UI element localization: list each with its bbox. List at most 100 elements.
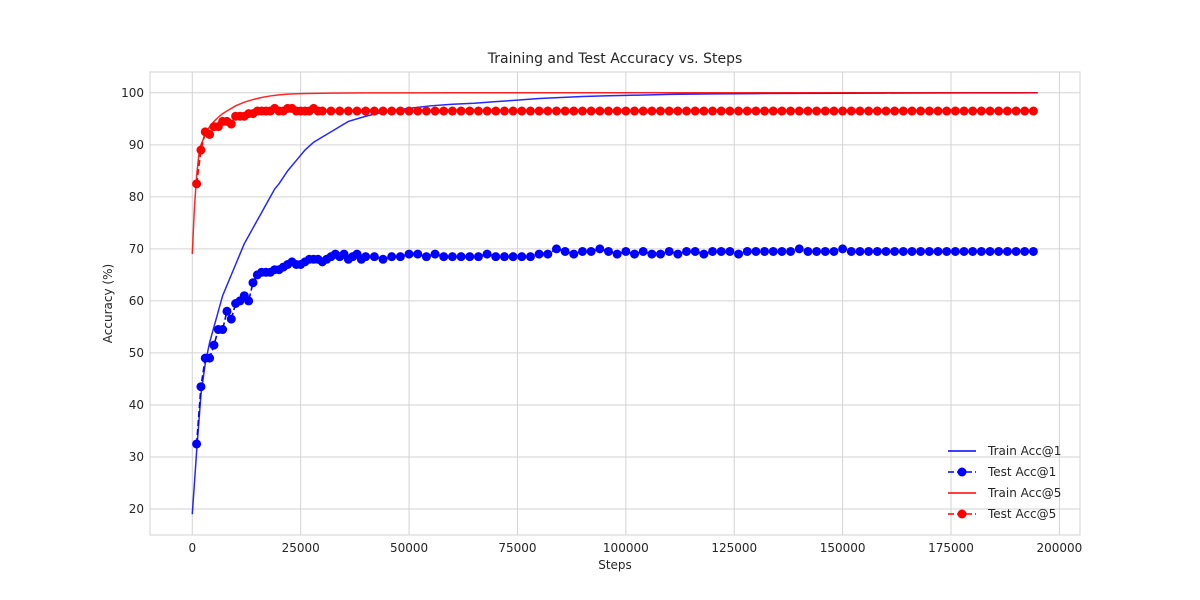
data-point-test-acc-5	[959, 106, 969, 116]
data-point-test-acc-1	[664, 246, 674, 256]
data-point-test-acc-5	[855, 106, 865, 116]
data-point-test-acc-5	[343, 106, 353, 116]
data-point-test-acc-1	[976, 246, 986, 256]
plot-frame	[149, 71, 1081, 536]
data-point-test-acc-5	[326, 106, 336, 116]
data-point-test-acc-1	[499, 252, 509, 262]
data-point-test-acc-1	[222, 306, 232, 316]
data-point-test-acc-5	[760, 106, 770, 116]
x-tick-label: 175000	[928, 541, 974, 555]
data-point-test-acc-1	[456, 252, 466, 262]
data-point-test-acc-1	[473, 252, 483, 262]
data-point-test-acc-1	[855, 246, 865, 256]
data-point-test-acc-1	[838, 244, 848, 254]
data-point-test-acc-5	[751, 106, 761, 116]
data-point-test-acc-1	[647, 249, 657, 259]
data-point-test-acc-5	[742, 106, 752, 116]
data-point-test-acc-1	[959, 246, 969, 256]
data-point-test-acc-5	[1028, 106, 1038, 116]
data-point-test-acc-1	[950, 246, 960, 256]
data-point-test-acc-1	[369, 252, 379, 262]
x-tick-label: 200000	[1036, 541, 1082, 555]
data-point-test-acc-1	[924, 246, 934, 256]
data-point-test-acc-1	[209, 340, 219, 350]
data-point-test-acc-1	[226, 314, 236, 324]
data-point-test-acc-5	[473, 106, 483, 116]
data-point-test-acc-1	[907, 246, 917, 256]
data-point-test-acc-1	[708, 246, 718, 256]
data-point-test-acc-1	[742, 246, 752, 256]
data-point-test-acc-5	[352, 106, 362, 116]
data-point-test-acc-5	[794, 106, 804, 116]
data-point-test-acc-5	[577, 106, 587, 116]
data-point-test-acc-1	[916, 246, 926, 256]
data-point-test-acc-1	[786, 246, 796, 256]
data-point-test-acc-1	[890, 246, 900, 256]
grid	[150, 72, 1080, 535]
data-point-test-acc-1	[638, 246, 648, 256]
chart-title: Training and Test Accuracy vs. Steps	[487, 51, 743, 67]
data-point-test-acc-1	[734, 249, 744, 259]
legend-marker-test-acc-1	[957, 467, 967, 477]
data-point-test-acc-1	[395, 252, 405, 262]
data-point-test-acc-5	[690, 106, 700, 116]
data-point-test-acc-1	[630, 249, 640, 259]
data-point-test-acc-5	[812, 106, 822, 116]
data-point-test-acc-5	[768, 106, 778, 116]
data-point-test-acc-5	[369, 106, 379, 116]
data-point-test-acc-1	[682, 246, 692, 256]
data-point-test-acc-5	[192, 179, 202, 189]
data-point-test-acc-5	[404, 106, 414, 116]
data-point-test-acc-1	[413, 249, 423, 259]
data-point-test-acc-5	[226, 119, 236, 129]
data-point-test-acc-5	[499, 106, 509, 116]
data-point-test-acc-1	[430, 249, 440, 259]
data-point-test-acc-5	[395, 106, 405, 116]
series-layer	[191, 92, 1038, 515]
data-point-test-acc-1	[517, 252, 527, 262]
data-point-test-acc-1	[604, 246, 613, 256]
y-tick-label: 100	[121, 86, 144, 100]
data-point-test-acc-1	[1028, 246, 1038, 256]
data-point-test-acc-1	[725, 246, 735, 256]
legend-marker-test-acc-5	[957, 509, 967, 519]
data-point-test-acc-1	[387, 252, 397, 262]
y-tick-label: 40	[129, 398, 144, 412]
data-point-test-acc-5	[647, 106, 657, 116]
data-point-test-acc-1	[525, 252, 535, 262]
data-point-test-acc-5	[534, 106, 544, 116]
data-point-test-acc-5	[838, 106, 848, 116]
data-point-test-acc-1	[699, 249, 709, 259]
data-point-test-acc-5	[872, 106, 882, 116]
data-point-test-acc-1	[378, 254, 388, 264]
data-point-test-acc-1	[968, 246, 978, 256]
data-point-test-acc-5	[942, 106, 952, 116]
data-point-test-acc-1	[1011, 246, 1021, 256]
data-point-test-acc-5	[465, 106, 475, 116]
data-point-test-acc-1	[994, 246, 1004, 256]
legend-label-train-acc-5: Train Acc@5	[987, 486, 1061, 500]
data-point-test-acc-5	[335, 106, 345, 116]
data-point-test-acc-5	[543, 106, 553, 116]
data-point-test-acc-5	[491, 106, 501, 116]
data-point-test-acc-5	[820, 106, 830, 116]
data-point-test-acc-1	[794, 244, 804, 254]
data-point-test-acc-1	[560, 246, 570, 256]
data-point-test-acc-1	[872, 246, 882, 256]
data-point-test-acc-5	[985, 106, 995, 116]
data-point-test-acc-5	[976, 106, 986, 116]
data-point-test-acc-1	[656, 249, 666, 259]
data-point-test-acc-1	[577, 246, 587, 256]
data-point-test-acc-1	[482, 249, 492, 259]
data-point-test-acc-5	[1002, 106, 1012, 116]
x-tick-label: 25000	[282, 541, 320, 555]
data-point-test-acc-1	[248, 278, 258, 288]
data-point-test-acc-5	[604, 106, 613, 116]
data-point-test-acc-1	[942, 246, 952, 256]
data-point-test-acc-5	[413, 106, 423, 116]
data-point-test-acc-5	[716, 106, 726, 116]
data-point-test-acc-5	[898, 106, 908, 116]
series-line-train-acc-1	[191, 92, 1038, 515]
